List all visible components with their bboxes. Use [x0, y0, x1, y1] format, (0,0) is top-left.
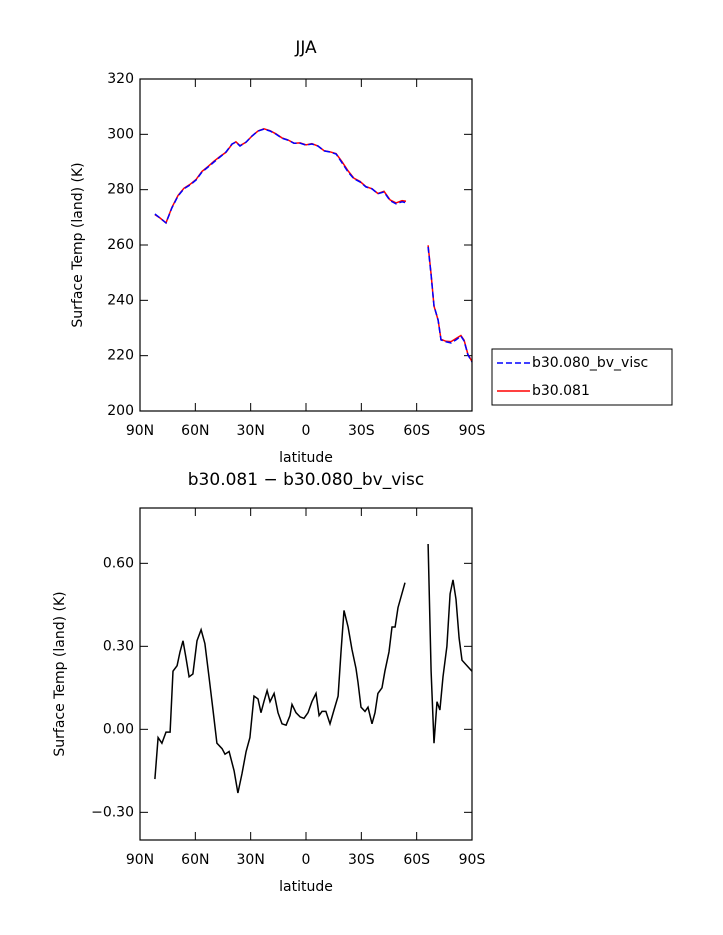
chart-title: b30.081 − b30.080_bv_visc: [188, 470, 424, 490]
y-tick-label: 0.30: [103, 638, 134, 654]
y-tick-label: 240: [107, 292, 134, 308]
y-axis-label: Surface Temp (land) (K): [70, 162, 86, 327]
x-tick-label: 60N: [181, 852, 209, 868]
y-tick-label: 300: [107, 126, 134, 142]
y-tick-label: 0.00: [103, 721, 134, 737]
y-tick-label: 0.60: [103, 555, 134, 571]
y-tick-label: 280: [107, 182, 134, 198]
y-tick-label: 260: [107, 237, 134, 253]
legend-label: b30.081: [532, 383, 590, 399]
series-line: [154, 128, 473, 363]
x-tick-label: 90N: [126, 423, 154, 439]
y-axis-label: Surface Temp (land) (K): [52, 591, 68, 756]
series-line: [154, 128, 473, 362]
y-tick-label: 220: [107, 348, 134, 364]
plot-frame: [139, 507, 473, 841]
x-tick-label: 90N: [126, 852, 154, 868]
x-axis-label: latitude: [279, 450, 333, 466]
plot-frame: [139, 78, 473, 412]
x-tick-label: 60S: [403, 423, 430, 439]
x-tick-label: 30S: [348, 852, 375, 868]
x-tick-label: 30N: [237, 423, 265, 439]
x-tick-label: 30N: [237, 852, 265, 868]
x-tick-label: 0: [302, 423, 311, 439]
x-tick-label: 60N: [181, 423, 209, 439]
y-tick-label: 200: [107, 403, 134, 419]
chart-title: JJA: [294, 38, 317, 58]
legend-label: b30.080_bv_visc: [532, 355, 648, 371]
x-tick-label: 90S: [459, 423, 486, 439]
x-tick-label: 60S: [403, 852, 430, 868]
x-tick-label: 0: [302, 852, 311, 868]
legend-box: [491, 348, 673, 406]
x-tick-label: 90S: [459, 852, 486, 868]
y-tick-label: 320: [107, 71, 134, 87]
x-tick-label: 30S: [348, 423, 375, 439]
y-tick-label: −0.30: [91, 804, 134, 820]
x-axis-label: latitude: [279, 879, 333, 895]
data-line: [154, 543, 473, 794]
